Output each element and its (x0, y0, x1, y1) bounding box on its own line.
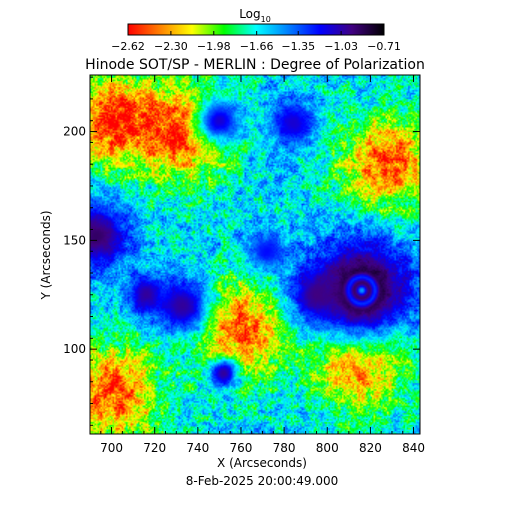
colorbar-tick-label: −1.66 (240, 40, 274, 53)
plot-frame (89, 74, 421, 435)
x-tick-label: 780 (273, 441, 296, 455)
x-tick-label: 840 (402, 441, 425, 455)
x-tick-label: 800 (316, 441, 339, 455)
x-tick-label: 740 (186, 441, 209, 455)
colorbar-tick-label: −2.62 (111, 40, 145, 53)
x-tick-label: 820 (359, 441, 382, 455)
y-tick-label: 200 (63, 125, 86, 139)
timestamp: 8-Feb-2025 20:00:49.000 (186, 474, 339, 488)
colorbar-tick-label: −2.30 (154, 40, 188, 53)
colorbar-tick-label: −0.71 (367, 40, 401, 53)
y-tick-label: 150 (63, 233, 86, 247)
colorbar-label: Log10 (239, 7, 271, 24)
x-axis-label: X (Arcseconds) (217, 456, 307, 470)
x-tick-label: 760 (230, 441, 253, 455)
colorbar-ticks: −2.62 −2.30 −1.98 −1.66 −1.35 −1.03 −0.71 (111, 31, 401, 53)
x-tick-label: 700 (100, 441, 123, 455)
chart-title: Hinode SOT/SP - MERLIN : Degree of Polar… (85, 57, 425, 73)
plot-area (89, 74, 421, 435)
colorbar: Log10 −2.62 −2.30 −1.98 −1.66 −1.35 −1.03 −0.7… (111, 7, 401, 53)
x-axis: 700 720 740 760 780 800 820 840 (89, 75, 425, 455)
colorbar-tick-label: −1.35 (281, 40, 315, 53)
colorbar-tick-label: −1.03 (324, 40, 358, 53)
x-tick-label: 720 (143, 441, 166, 455)
y-axis-label: Y (Arcseconds) (39, 210, 53, 300)
colorbar-tick-label: −1.98 (197, 40, 231, 53)
y-tick-label: 100 (63, 342, 86, 356)
y-axis: 100 150 200 (63, 76, 420, 426)
colorbar-gradient (128, 24, 384, 35)
colorbar-frame (127, 23, 385, 36)
heatmap-image (90, 75, 420, 434)
